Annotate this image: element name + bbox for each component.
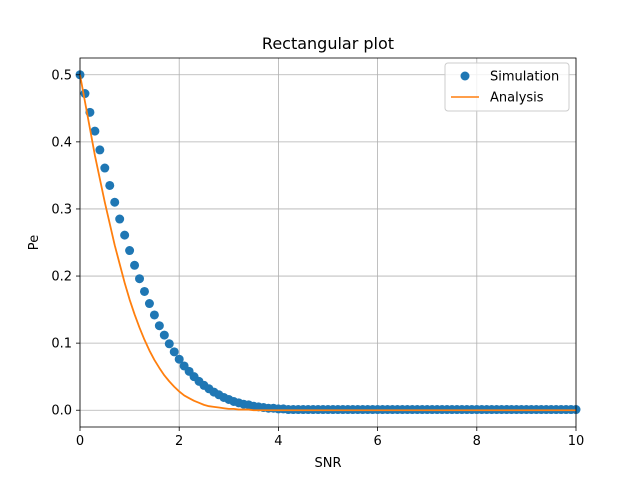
y-tick-label: 0.1 bbox=[51, 337, 72, 352]
y-axis-label: Pe bbox=[27, 235, 42, 250]
x-axis-label: SNR bbox=[314, 456, 341, 471]
simulation-point bbox=[100, 163, 110, 173]
simulation-point bbox=[154, 321, 164, 331]
simulation-point bbox=[125, 246, 135, 256]
x-tick-label: 6 bbox=[373, 434, 381, 449]
y-tick-label: 0.5 bbox=[51, 68, 72, 83]
plot-area bbox=[75, 70, 581, 415]
simulation-point bbox=[174, 354, 184, 364]
y-tick-label: 0.0 bbox=[51, 404, 72, 419]
simulation-point bbox=[135, 274, 145, 284]
chart-title: Rectangular plot bbox=[262, 34, 394, 53]
simulation-point bbox=[139, 286, 149, 296]
x-tick-label: 0 bbox=[76, 434, 84, 449]
legend-label-simulation: Simulation bbox=[490, 70, 559, 85]
simulation-point bbox=[169, 347, 179, 357]
simulation-point bbox=[110, 197, 120, 207]
y-tick-label: 0.3 bbox=[51, 202, 72, 217]
y-tick-label: 0.4 bbox=[51, 135, 72, 150]
axes-frame bbox=[79, 57, 577, 428]
simulation-point bbox=[105, 180, 115, 190]
grid bbox=[79, 58, 577, 427]
legend: Simulation Analysis bbox=[444, 62, 570, 112]
x-tick-label: 4 bbox=[274, 434, 282, 449]
simulation-point bbox=[159, 330, 169, 340]
x-tick-label: 8 bbox=[473, 434, 481, 449]
simulation-point bbox=[144, 299, 154, 309]
simulation-point bbox=[95, 145, 105, 155]
simulation-point bbox=[90, 126, 100, 136]
legend-marker-simulation bbox=[460, 71, 470, 81]
simulation-point bbox=[115, 214, 125, 224]
legend-box bbox=[444, 62, 570, 112]
analysis-line bbox=[79, 74, 576, 412]
axis-ticks: 0 2 4 6 8 10 0.0 0.1 0.2 0.3 0.4 0.5 bbox=[51, 68, 584, 449]
x-tick-label: 10 bbox=[568, 434, 585, 449]
simulation-point bbox=[120, 230, 130, 240]
simulation-point bbox=[130, 260, 140, 270]
x-tick-label: 2 bbox=[175, 434, 183, 449]
simulation-point bbox=[149, 310, 159, 320]
legend-label-analysis: Analysis bbox=[490, 91, 544, 106]
y-tick-label: 0.2 bbox=[51, 270, 72, 285]
simulation-point bbox=[164, 339, 174, 349]
